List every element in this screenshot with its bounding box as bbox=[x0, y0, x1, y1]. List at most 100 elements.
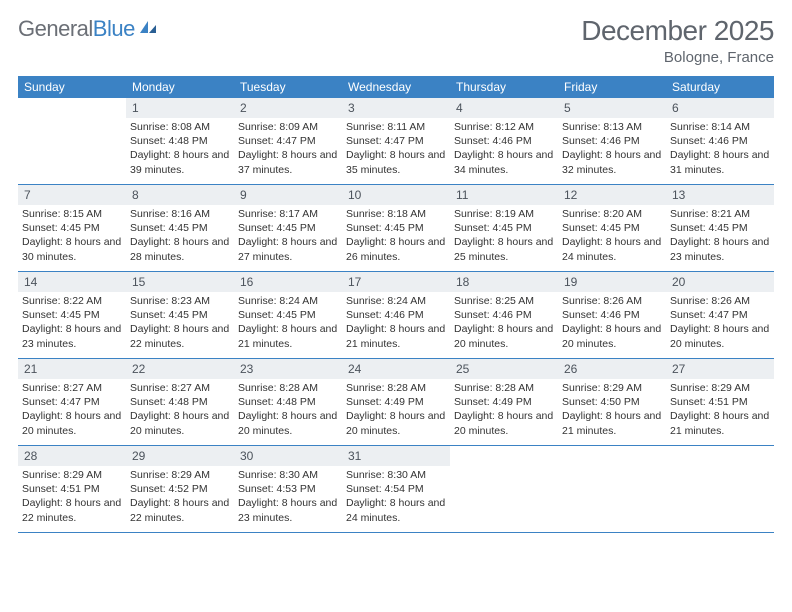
week-row: 21Sunrise: 8:27 AMSunset: 4:47 PMDayligh… bbox=[18, 359, 774, 446]
day-number: 31 bbox=[342, 446, 450, 466]
day-cell: 4Sunrise: 8:12 AMSunset: 4:46 PMDaylight… bbox=[450, 98, 558, 184]
sunrise-text: Sunrise: 8:22 AM bbox=[22, 294, 122, 308]
day-body: Sunrise: 8:27 AMSunset: 4:47 PMDaylight:… bbox=[18, 379, 126, 444]
sunset-text: Sunset: 4:45 PM bbox=[238, 221, 338, 235]
daylight-text: Daylight: 8 hours and 39 minutes. bbox=[130, 148, 230, 176]
day-body: Sunrise: 8:25 AMSunset: 4:46 PMDaylight:… bbox=[450, 292, 558, 357]
day-number: 18 bbox=[450, 272, 558, 292]
day-number: 27 bbox=[666, 359, 774, 379]
sunset-text: Sunset: 4:47 PM bbox=[670, 308, 770, 322]
sunrise-text: Sunrise: 8:29 AM bbox=[130, 468, 230, 482]
sunrise-text: Sunrise: 8:24 AM bbox=[238, 294, 338, 308]
day-cell: 31Sunrise: 8:30 AMSunset: 4:54 PMDayligh… bbox=[342, 446, 450, 532]
sunrise-text: Sunrise: 8:30 AM bbox=[238, 468, 338, 482]
day-number: 6 bbox=[666, 98, 774, 118]
day-cell: 16Sunrise: 8:24 AMSunset: 4:45 PMDayligh… bbox=[234, 272, 342, 358]
daylight-text: Daylight: 8 hours and 24 minutes. bbox=[346, 496, 446, 524]
day-cell bbox=[558, 446, 666, 532]
logo-text-gray: General bbox=[18, 16, 93, 42]
day-number: 5 bbox=[558, 98, 666, 118]
day-body: Sunrise: 8:28 AMSunset: 4:49 PMDaylight:… bbox=[450, 379, 558, 444]
day-number: 13 bbox=[666, 185, 774, 205]
sunset-text: Sunset: 4:45 PM bbox=[130, 308, 230, 322]
day-header-monday: Monday bbox=[126, 76, 234, 98]
location-label: Bologne, France bbox=[581, 49, 774, 66]
sunrise-text: Sunrise: 8:15 AM bbox=[22, 207, 122, 221]
daylight-text: Daylight: 8 hours and 27 minutes. bbox=[238, 235, 338, 263]
sunset-text: Sunset: 4:45 PM bbox=[22, 221, 122, 235]
sunset-text: Sunset: 4:46 PM bbox=[562, 134, 662, 148]
day-body: Sunrise: 8:18 AMSunset: 4:45 PMDaylight:… bbox=[342, 205, 450, 270]
daylight-text: Daylight: 8 hours and 23 minutes. bbox=[22, 322, 122, 350]
day-cell: 14Sunrise: 8:22 AMSunset: 4:45 PMDayligh… bbox=[18, 272, 126, 358]
sunset-text: Sunset: 4:45 PM bbox=[670, 221, 770, 235]
day-body: Sunrise: 8:21 AMSunset: 4:45 PMDaylight:… bbox=[666, 205, 774, 270]
day-cell: 9Sunrise: 8:17 AMSunset: 4:45 PMDaylight… bbox=[234, 185, 342, 271]
day-number: 1 bbox=[126, 98, 234, 118]
sunset-text: Sunset: 4:46 PM bbox=[670, 134, 770, 148]
sunrise-text: Sunrise: 8:19 AM bbox=[454, 207, 554, 221]
day-body: Sunrise: 8:12 AMSunset: 4:46 PMDaylight:… bbox=[450, 118, 558, 183]
day-body: Sunrise: 8:29 AMSunset: 4:52 PMDaylight:… bbox=[126, 466, 234, 531]
daylight-text: Daylight: 8 hours and 35 minutes. bbox=[346, 148, 446, 176]
day-body: Sunrise: 8:30 AMSunset: 4:53 PMDaylight:… bbox=[234, 466, 342, 531]
day-cell: 13Sunrise: 8:21 AMSunset: 4:45 PMDayligh… bbox=[666, 185, 774, 271]
daylight-text: Daylight: 8 hours and 30 minutes. bbox=[22, 235, 122, 263]
month-title: December 2025 bbox=[581, 16, 774, 47]
day-body: Sunrise: 8:29 AMSunset: 4:51 PMDaylight:… bbox=[666, 379, 774, 444]
sunrise-text: Sunrise: 8:25 AM bbox=[454, 294, 554, 308]
sunrise-text: Sunrise: 8:29 AM bbox=[670, 381, 770, 395]
sunrise-text: Sunrise: 8:28 AM bbox=[238, 381, 338, 395]
day-cell: 29Sunrise: 8:29 AMSunset: 4:52 PMDayligh… bbox=[126, 446, 234, 532]
sunrise-text: Sunrise: 8:27 AM bbox=[130, 381, 230, 395]
day-cell: 5Sunrise: 8:13 AMSunset: 4:46 PMDaylight… bbox=[558, 98, 666, 184]
day-body: Sunrise: 8:28 AMSunset: 4:48 PMDaylight:… bbox=[234, 379, 342, 444]
daylight-text: Daylight: 8 hours and 37 minutes. bbox=[238, 148, 338, 176]
day-number: 25 bbox=[450, 359, 558, 379]
daylight-text: Daylight: 8 hours and 20 minutes. bbox=[130, 409, 230, 437]
day-body: Sunrise: 8:24 AMSunset: 4:45 PMDaylight:… bbox=[234, 292, 342, 357]
day-number: 2 bbox=[234, 98, 342, 118]
sunset-text: Sunset: 4:48 PM bbox=[130, 395, 230, 409]
daylight-text: Daylight: 8 hours and 20 minutes. bbox=[670, 322, 770, 350]
day-body: Sunrise: 8:29 AMSunset: 4:50 PMDaylight:… bbox=[558, 379, 666, 444]
day-header-sunday: Sunday bbox=[18, 76, 126, 98]
sunrise-text: Sunrise: 8:12 AM bbox=[454, 120, 554, 134]
day-number: 21 bbox=[18, 359, 126, 379]
sunset-text: Sunset: 4:48 PM bbox=[130, 134, 230, 148]
day-number: 20 bbox=[666, 272, 774, 292]
daylight-text: Daylight: 8 hours and 22 minutes. bbox=[130, 322, 230, 350]
day-number: 16 bbox=[234, 272, 342, 292]
sunrise-text: Sunrise: 8:26 AM bbox=[670, 294, 770, 308]
day-body: Sunrise: 8:14 AMSunset: 4:46 PMDaylight:… bbox=[666, 118, 774, 183]
sunrise-text: Sunrise: 8:08 AM bbox=[130, 120, 230, 134]
week-row: 7Sunrise: 8:15 AMSunset: 4:45 PMDaylight… bbox=[18, 185, 774, 272]
sunset-text: Sunset: 4:46 PM bbox=[454, 134, 554, 148]
day-number: 17 bbox=[342, 272, 450, 292]
sunrise-text: Sunrise: 8:28 AM bbox=[346, 381, 446, 395]
day-cell: 10Sunrise: 8:18 AMSunset: 4:45 PMDayligh… bbox=[342, 185, 450, 271]
daylight-text: Daylight: 8 hours and 23 minutes. bbox=[238, 496, 338, 524]
daylight-text: Daylight: 8 hours and 21 minutes. bbox=[562, 409, 662, 437]
daylight-text: Daylight: 8 hours and 34 minutes. bbox=[454, 148, 554, 176]
day-cell: 21Sunrise: 8:27 AMSunset: 4:47 PMDayligh… bbox=[18, 359, 126, 445]
day-body: Sunrise: 8:09 AMSunset: 4:47 PMDaylight:… bbox=[234, 118, 342, 183]
day-header-friday: Friday bbox=[558, 76, 666, 98]
day-body: Sunrise: 8:26 AMSunset: 4:46 PMDaylight:… bbox=[558, 292, 666, 357]
daylight-text: Daylight: 8 hours and 24 minutes. bbox=[562, 235, 662, 263]
day-body: Sunrise: 8:29 AMSunset: 4:51 PMDaylight:… bbox=[18, 466, 126, 531]
day-cell: 1 Sunrise: 8:08 AMSunset: 4:48 PMDaylight… bbox=[126, 98, 234, 184]
day-header-saturday: Saturday bbox=[666, 76, 774, 98]
sunset-text: Sunset: 4:46 PM bbox=[454, 308, 554, 322]
sunset-text: Sunset: 4:48 PM bbox=[238, 395, 338, 409]
daylight-text: Daylight: 8 hours and 20 minutes. bbox=[454, 322, 554, 350]
day-cell: 20 Sunrise: 8:26 AMSunset: 4:47 PMDayligh… bbox=[666, 272, 774, 358]
sunset-text: Sunset: 4:46 PM bbox=[562, 308, 662, 322]
sunrise-text: Sunrise: 8:24 AM bbox=[346, 294, 446, 308]
sunset-text: Sunset: 4:52 PM bbox=[130, 482, 230, 496]
day-number: 8 bbox=[126, 185, 234, 205]
brand-logo: GeneralBlue bbox=[18, 16, 158, 42]
sunset-text: Sunset: 4:53 PM bbox=[238, 482, 338, 496]
day-cell: 19Sunrise: 8:26 AMSunset: 4:46 PMDayligh… bbox=[558, 272, 666, 358]
day-cell: 28Sunrise: 8:29 AMSunset: 4:51 PMDayligh… bbox=[18, 446, 126, 532]
